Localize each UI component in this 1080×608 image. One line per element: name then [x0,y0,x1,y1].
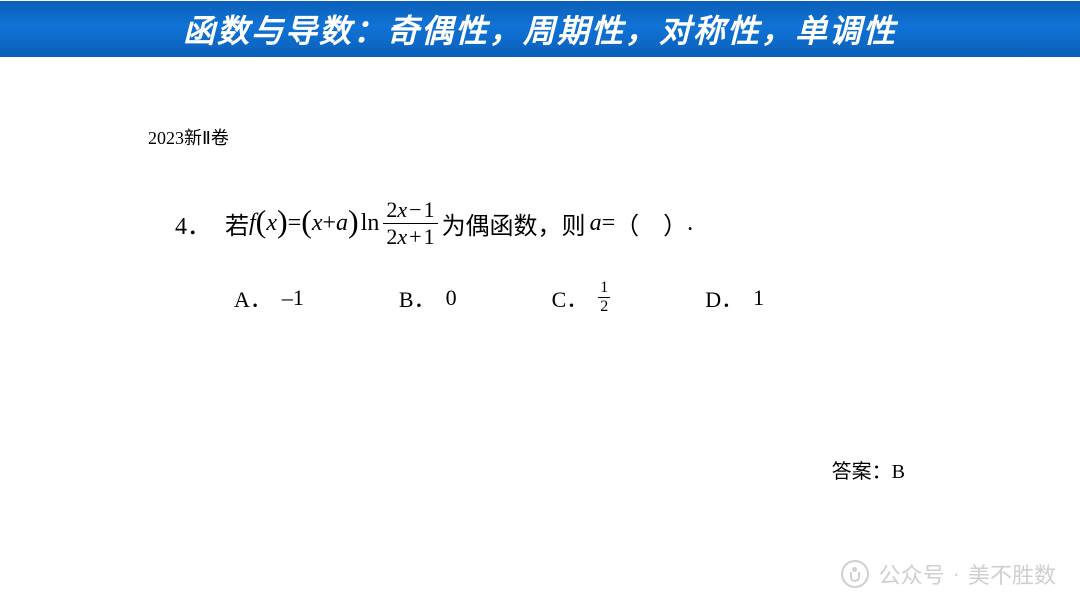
option-a-letter: A． [234,282,272,314]
answer-label: 答案：B [832,455,905,484]
watermark: 公众号 · 美不胜数 [841,558,1056,590]
watermark-prefix: 公众号 [879,558,945,590]
func-symbol: f [249,210,256,237]
option-a-value: –1 [282,285,304,311]
page-title: 函数与导数：奇偶性，周期性，对称性，单调性 [183,6,897,52]
fraction-numerator: 2x−1 [383,198,437,223]
options-row: A． –1 B． 0 C． 1 2 D． 1 [234,280,764,315]
right-paren-1: ) [277,203,288,240]
answer-blank: （ ） [615,206,687,241]
watermark-sep: · [953,561,960,587]
option-a: A． –1 [234,282,304,314]
option-c-fraction: 1 2 [598,280,610,315]
answer-prefix: 答案： [832,461,892,483]
var-x-1: x [266,210,277,237]
middle-text: 为偶函数，则 [442,206,586,241]
option-b-value: 0 [446,285,457,311]
option-c-letter: C． [552,282,589,314]
watermark-name: 美不胜数 [968,558,1056,590]
option-b-letter: B． [399,282,436,314]
title-header: 函数与导数：奇偶性，周期性，对称性，单调性 [0,0,1080,58]
equals-sign: = [288,210,302,237]
option-d: D． 1 [705,282,764,314]
fraction-denominator: 2x+1 [383,223,437,249]
result-var: a [590,210,602,237]
question-number: 4． [175,206,211,241]
question-prefix: 若 [225,206,249,241]
wechat-icon [841,560,869,588]
var-x-2: x [312,210,323,237]
param-a: a [336,210,348,237]
question-block: 4． 若 f ( x ) = ( x + a ) ln 2x−1 2x+1 为偶… [175,198,693,249]
question-text: 4． 若 f ( x ) = ( x + a ) ln 2x−1 2x+1 为偶… [175,198,693,249]
option-d-value: 1 [753,285,764,311]
plus-sign: + [323,210,337,237]
ln-symbol: ln [361,210,380,237]
option-b: B． 0 [399,282,457,314]
answer-value: B [892,461,905,483]
fraction: 2x−1 2x+1 [383,198,437,249]
option-d-letter: D． [705,282,743,314]
left-paren-1: ( [256,203,267,240]
left-paren-2: ( [301,203,312,240]
period: . [687,210,693,237]
exam-source: 2023新Ⅱ卷 [148,124,229,150]
option-c: C． 1 2 [552,280,611,315]
right-paren-2: ) [348,203,359,240]
equals-2: = [602,210,616,237]
